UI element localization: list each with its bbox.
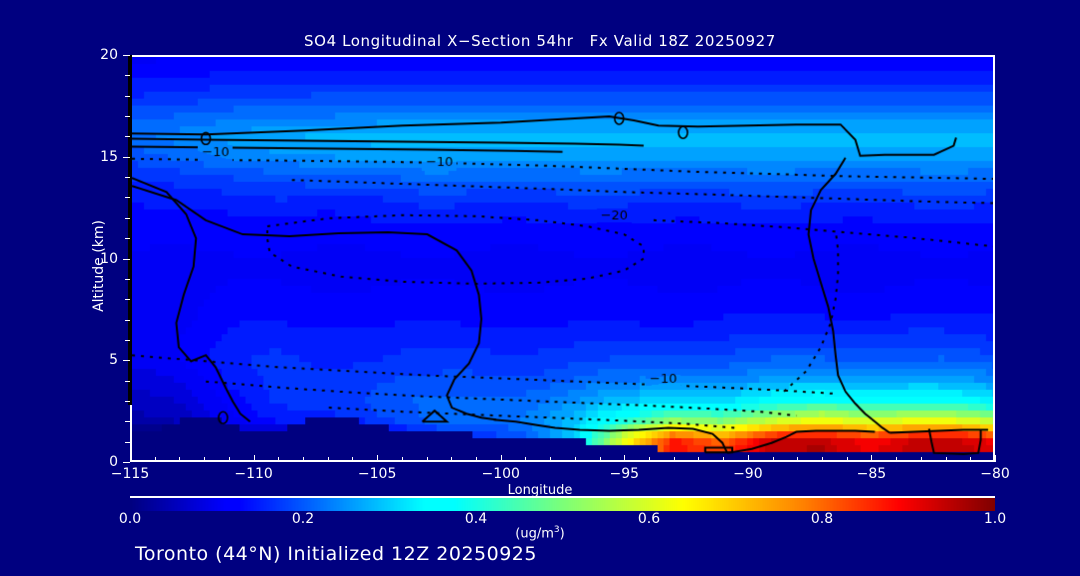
x-tick-minor (723, 457, 725, 462)
y-tick-minor (125, 339, 130, 341)
y-tick-label: 10 (100, 250, 118, 267)
y-tick-minor (125, 400, 130, 402)
y-tick-label: 0 (109, 454, 118, 470)
x-tick-minor (327, 457, 329, 462)
x-axis-title: Longitude (507, 483, 573, 498)
x-tick-minor (204, 457, 206, 462)
y-tick-minor (125, 319, 130, 321)
x-tick-label: −100 (481, 466, 520, 482)
x-tick-label: −80 (980, 466, 1010, 482)
colorbar-tick-label: 0.8 (810, 511, 834, 527)
y-tick-minor (125, 136, 130, 138)
colorbar-tick-label: 0.0 (118, 511, 142, 527)
colorbar-units-exponent: 3 (553, 525, 560, 535)
cross-section-heatmap (132, 57, 993, 460)
y-tick (123, 462, 130, 463)
x-tick-minor (920, 457, 922, 462)
y-tick (123, 55, 130, 56)
y-tick (123, 258, 130, 260)
y-tick-minor (125, 217, 130, 219)
y-tick-label: 15 (100, 148, 118, 165)
y-tick-minor (125, 197, 130, 199)
y-tick-minor (125, 116, 130, 118)
y-tick-minor (125, 380, 130, 382)
x-tick (747, 455, 749, 462)
x-tick-minor (698, 457, 700, 462)
colorbar-tick-label: 0.2 (291, 511, 315, 527)
x-tick-label: −90 (733, 466, 763, 482)
y-tick-minor (125, 441, 130, 443)
colorbar-units-suffix: ) (559, 526, 565, 542)
x-tick-minor (451, 457, 453, 462)
x-tick-minor (401, 457, 403, 462)
x-tick-label: −85 (856, 466, 887, 482)
y-tick (123, 360, 130, 362)
x-tick-minor (772, 457, 774, 462)
x-tick-label: −110 (234, 466, 273, 482)
y-axis-title: Altitude (km) (90, 220, 107, 312)
x-tick-minor (476, 457, 477, 462)
x-tick-minor (550, 457, 552, 462)
x-tick-minor (673, 457, 675, 462)
plot-area (130, 55, 995, 462)
x-tick-minor (303, 457, 304, 462)
x-tick-minor (228, 457, 230, 462)
colorbar-tick-label: 1.0 (983, 511, 1007, 527)
x-tick-minor (179, 457, 181, 462)
x-tick-minor (278, 457, 280, 462)
x-tick (871, 455, 873, 462)
x-tick-label: −105 (357, 466, 397, 482)
x-tick (995, 455, 996, 462)
x-tick-minor (970, 457, 972, 462)
y-tick-minor (125, 421, 130, 423)
colorbar-top-rule (130, 496, 995, 498)
x-tick-minor (846, 457, 848, 462)
y-tick-minor (125, 95, 130, 97)
x-tick-minor (574, 457, 576, 462)
x-tick-minor (352, 457, 354, 462)
figure-caption: Toronto (44°N) Initialized 12Z 20250925 (135, 543, 537, 565)
x-tick-minor (822, 457, 823, 462)
y-tick-minor (125, 238, 130, 240)
x-tick-minor (945, 457, 947, 462)
x-tick-minor (896, 457, 898, 462)
left-spine-overlay (128, 55, 132, 405)
x-tick-minor (426, 457, 428, 462)
y-tick-label: 20 (100, 47, 118, 63)
colorbar-units-prefix: (ug/m (515, 526, 554, 542)
x-tick (377, 455, 379, 462)
x-tick-minor (599, 457, 601, 462)
y-tick-minor (125, 278, 130, 280)
x-tick-label: −115 (110, 466, 150, 482)
y-tick (123, 156, 130, 158)
figure-title: SO4 Longitudinal X−Section 54hr Fx Valid… (304, 32, 776, 50)
x-tick-minor (649, 457, 650, 462)
y-tick-minor (125, 177, 130, 179)
x-tick (500, 455, 502, 462)
x-tick (624, 455, 626, 462)
colorbar-units: (ug/m3) (0, 525, 1080, 541)
y-axis-title-holder: Altitude (km) (60, 0, 120, 312)
x-tick (253, 455, 255, 462)
x-tick (130, 455, 131, 462)
x-tick-minor (797, 457, 799, 462)
y-tick-label: 5 (109, 352, 118, 369)
x-tick-label: −95 (609, 466, 640, 482)
y-tick-minor (125, 299, 130, 301)
x-tick-minor (154, 457, 156, 462)
colorbar-tick-label: 0.4 (464, 511, 488, 527)
colorbar (130, 498, 995, 511)
x-tick-minor (525, 457, 527, 462)
colorbar-tick-label: 0.6 (637, 511, 661, 527)
y-tick-minor (125, 75, 130, 77)
